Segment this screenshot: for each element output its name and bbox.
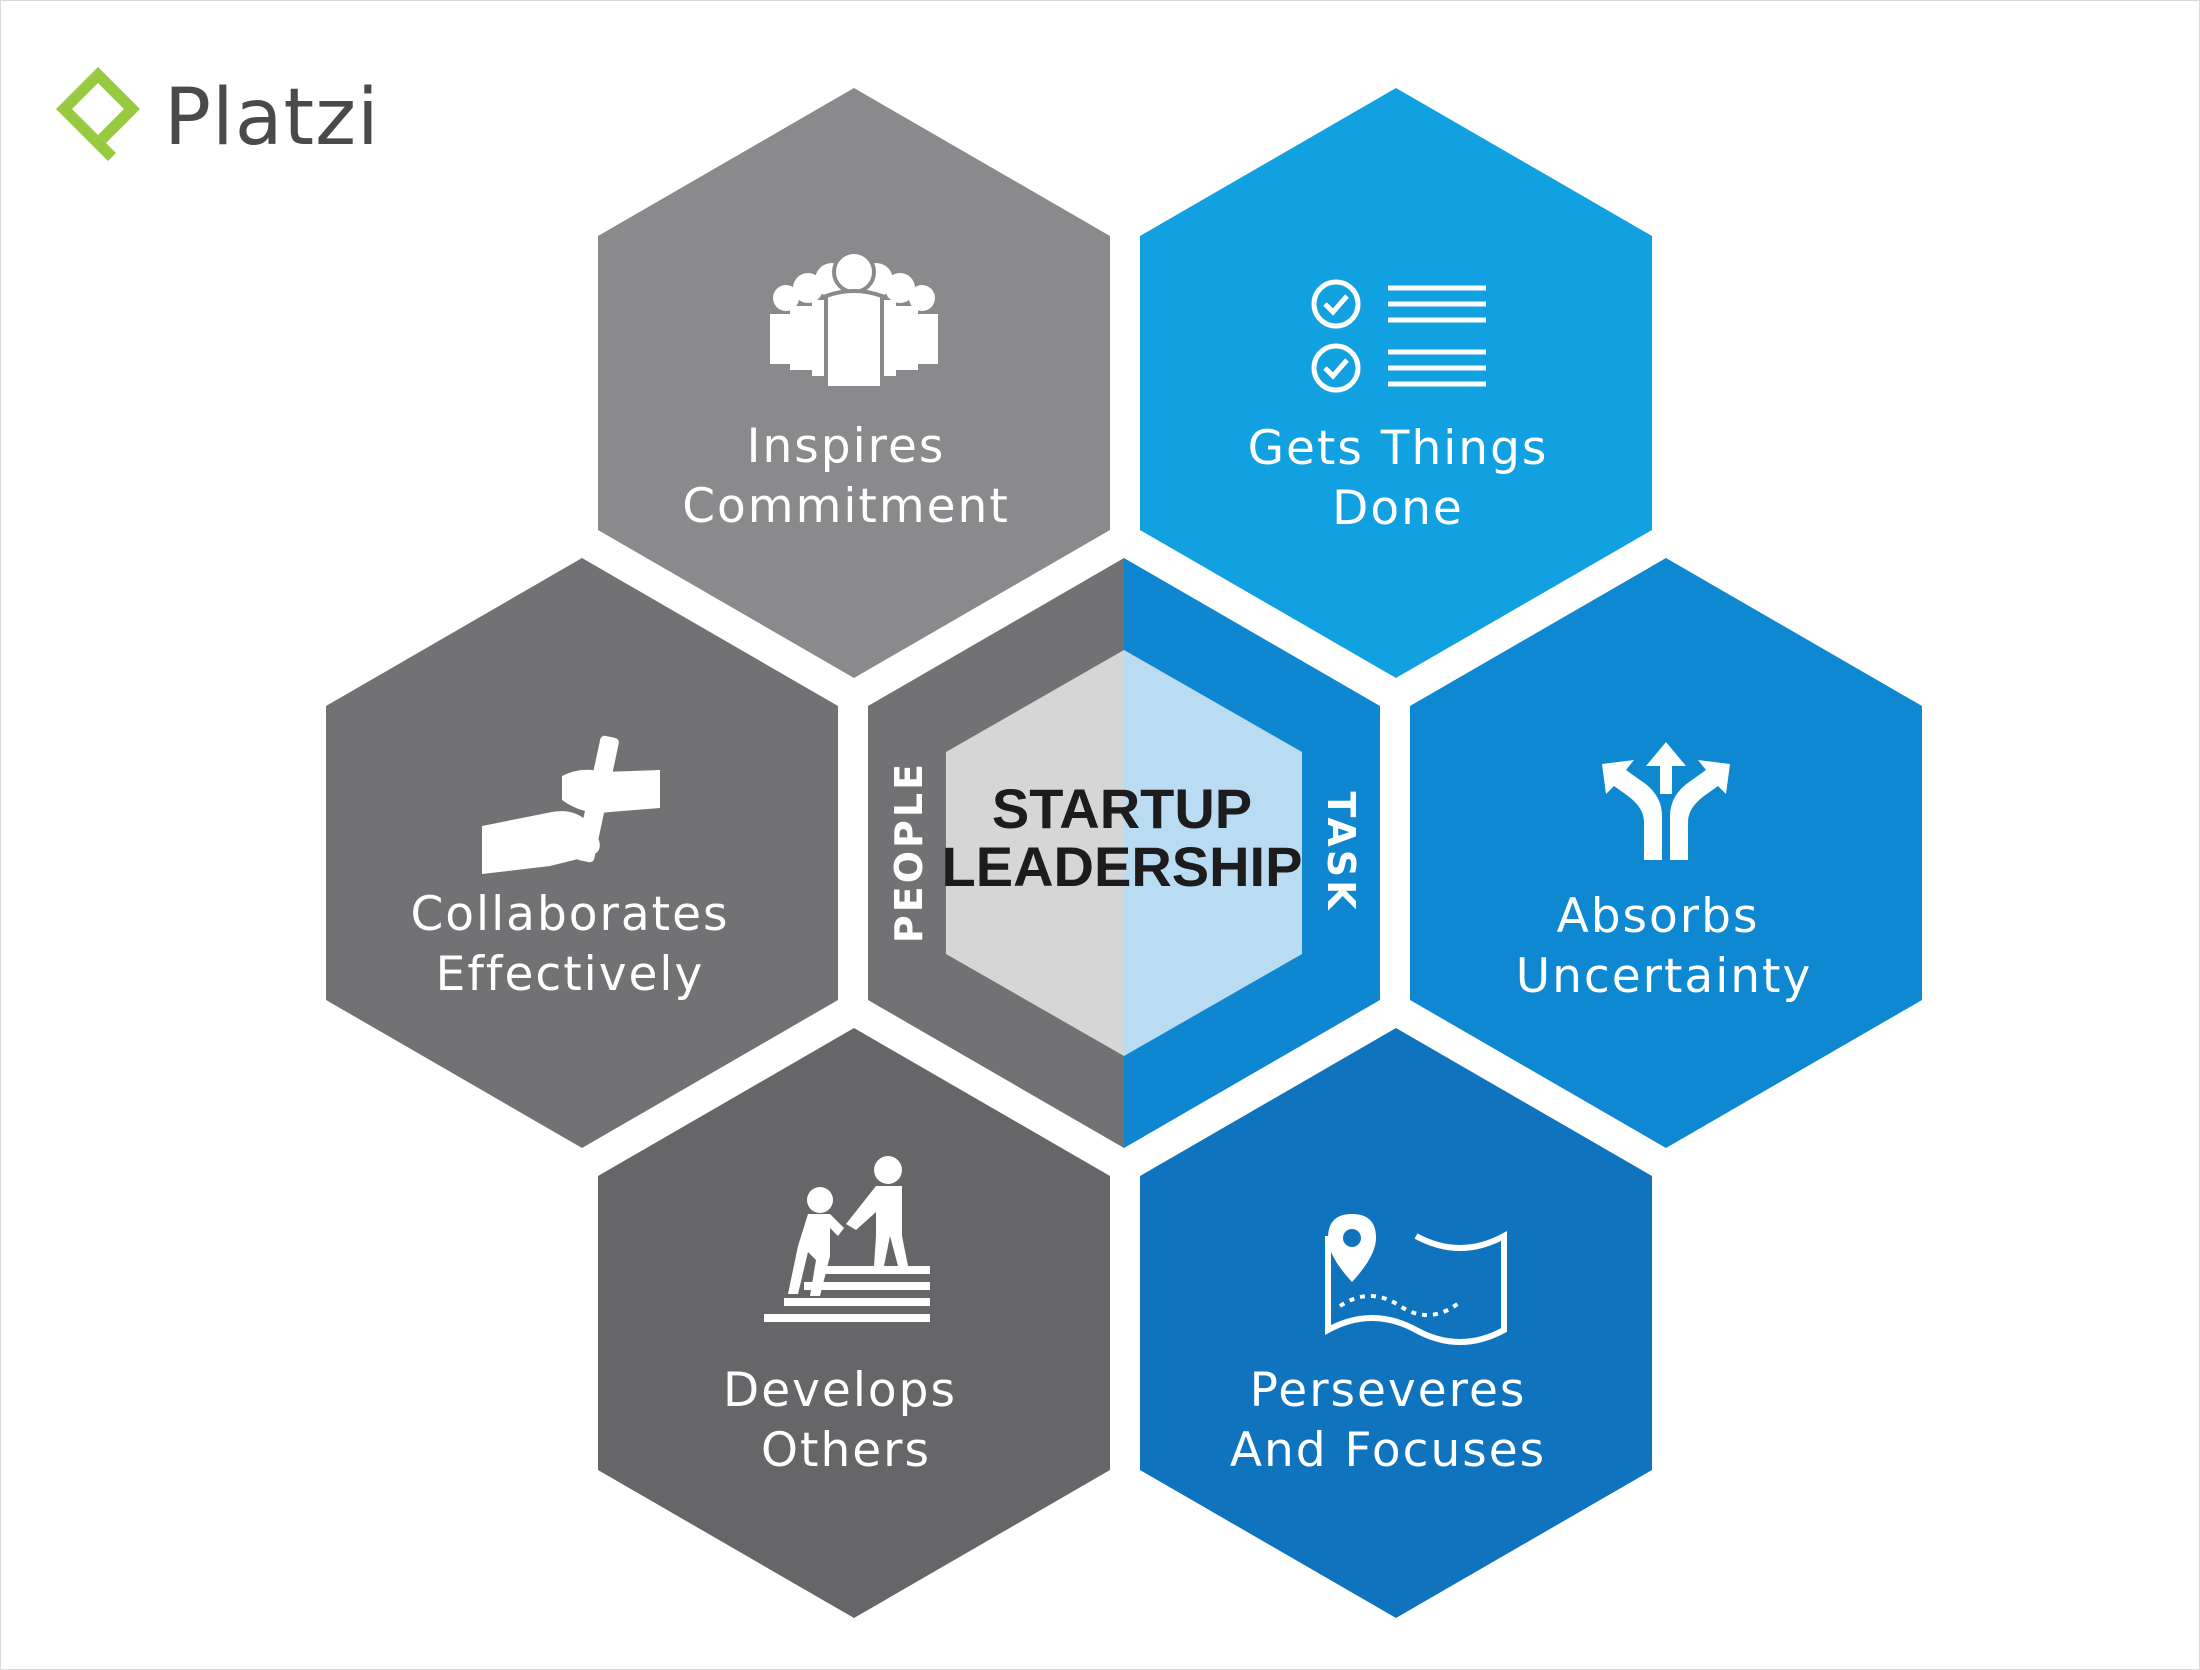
helping-climb-icon <box>764 1156 930 1322</box>
map-pin-icon <box>1325 1214 1507 1345</box>
center-hexagon: STARTUP LEADERSHIP PEOPLE TASK <box>868 558 1380 1148</box>
people-label: PEOPLE <box>887 761 931 943</box>
checklist-icon <box>1311 279 1486 393</box>
hex-label-line2: Others <box>761 1423 931 1478</box>
hex-label-line2: Commitment <box>682 479 1010 534</box>
brand-name: Platzi <box>164 73 380 163</box>
hex-gets-things-done: Gets Things Done <box>1140 88 1652 678</box>
hex-label-line1: Develops <box>723 1363 957 1418</box>
hex-label-line1: Gets Things <box>1248 421 1549 476</box>
task-label: TASK <box>1319 791 1363 912</box>
platzi-logo-icon <box>56 67 140 161</box>
baton-handoff-icon <box>482 732 660 874</box>
hex-label-line2: Effectively <box>436 947 705 1002</box>
hex-label-line2: Done <box>1332 481 1464 536</box>
hex-collaborates-effectively: Collaborates Effectively <box>326 558 838 1148</box>
split-arrows-icon <box>1602 742 1730 860</box>
platzi-logo: Platzi <box>46 58 406 178</box>
center-title-line2: LEADERSHIP <box>942 835 1303 898</box>
hex-label-line1: Collaborates <box>410 887 729 942</box>
group-people-icon <box>770 250 938 390</box>
hex-label-line1: Inspires <box>747 419 946 474</box>
hex-perseveres-and-focuses: Perseveres And Focuses <box>1140 1028 1652 1618</box>
center-inner-people <box>946 650 1124 1056</box>
hex-absorbs-uncertainty: Absorbs Uncertainty <box>1410 558 1922 1148</box>
hex-label-line2: And Focuses <box>1230 1423 1546 1478</box>
hex-label-line2: Uncertainty <box>1516 949 1813 1004</box>
center-title-line1: STARTUP <box>992 777 1252 840</box>
center-inner-task <box>1124 650 1302 1056</box>
hex-label-line1: Absorbs <box>1557 889 1760 944</box>
hex-label-line1: Perseveres <box>1250 1363 1527 1418</box>
hex-develops-others: Develops Others <box>598 1028 1110 1618</box>
hex-inspires-commitment: Inspires Commitment <box>598 88 1110 678</box>
